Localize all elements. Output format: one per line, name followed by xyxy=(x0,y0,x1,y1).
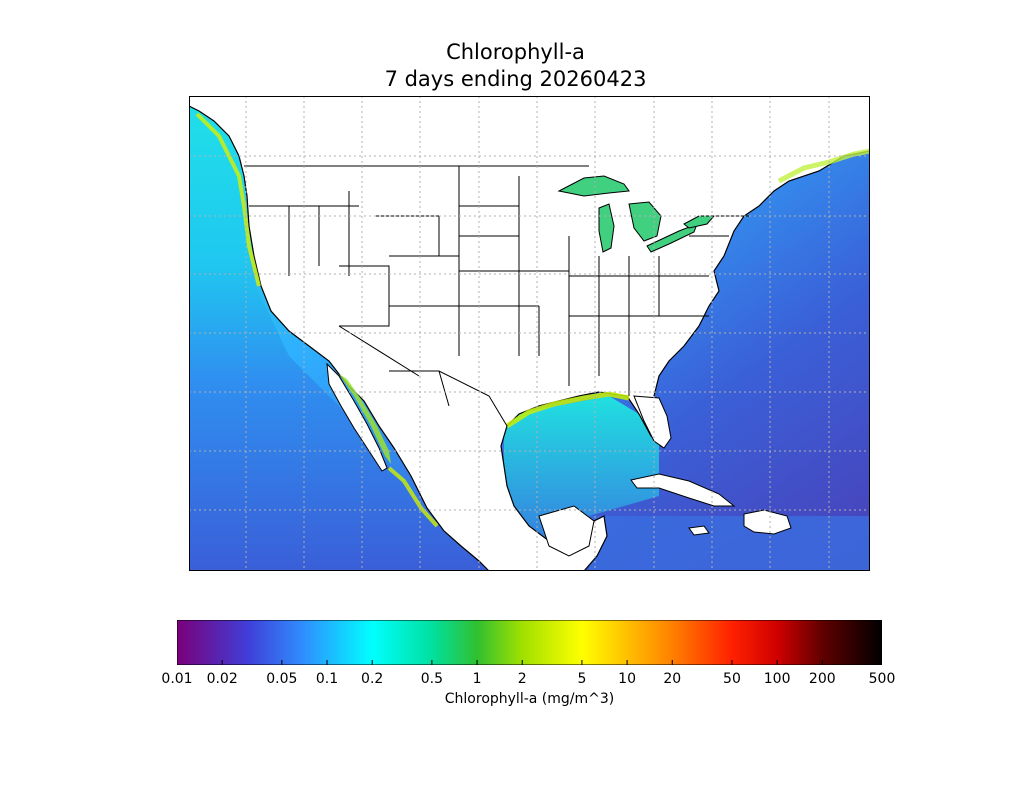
hispaniola-island xyxy=(743,509,792,535)
colorbar-tick-label: 200 xyxy=(808,671,836,687)
map-frame xyxy=(189,96,870,571)
colorbar-ticks xyxy=(177,660,882,665)
colorbar-tick-label: 500 xyxy=(868,671,896,687)
colorbar-label: Chlorophyll-a (mg/m^3) xyxy=(444,691,615,707)
colorbar xyxy=(177,620,882,665)
coastal-bloom-pacific xyxy=(195,112,261,287)
lake-superior xyxy=(557,175,630,197)
florida-peninsula xyxy=(633,395,672,449)
colorbar-tick-label: 0.01 xyxy=(161,671,193,687)
cuba-island xyxy=(630,473,736,507)
lake-ontario xyxy=(683,215,716,229)
lake-huron xyxy=(628,201,662,242)
colorbar-tick-label: 20 xyxy=(663,671,682,687)
colorbar-tick-label: 0.2 xyxy=(361,671,384,687)
colorbar-tick-label: 5 xyxy=(577,671,587,687)
jamaica-island xyxy=(688,525,710,536)
colorbar-tick-label: 2 xyxy=(517,671,527,687)
colorbar-tick-label: 1 xyxy=(472,671,482,687)
colorbar-gradient xyxy=(177,620,882,665)
chlorophyll-map xyxy=(189,96,870,571)
colorbar-tick-label: 0.5 xyxy=(420,671,444,687)
political-borders xyxy=(244,165,749,427)
caribbean-sea xyxy=(589,516,870,571)
yucatan-peninsula xyxy=(538,505,595,557)
coastal-bloom-gulf xyxy=(505,391,630,429)
pacific-ocean xyxy=(189,96,479,571)
map-title: Chlorophyll-a xyxy=(446,40,585,64)
colorbar-tick-label: 0.05 xyxy=(266,671,298,687)
colorbar-tick-label: 50 xyxy=(723,671,741,687)
lake-erie xyxy=(646,223,698,253)
colorbar-tick-label: 10 xyxy=(618,671,637,687)
baja-peninsula xyxy=(326,362,388,472)
graticule xyxy=(189,96,870,571)
colorbar-tick-label: 100 xyxy=(763,671,791,687)
coastal-bloom-mexico xyxy=(387,466,439,528)
gulf-of-california xyxy=(339,374,391,464)
colorbar-tick-label: 0.02 xyxy=(206,671,238,687)
map-subtitle: 7 days ending 20260423 xyxy=(384,67,647,91)
colorbar-tick-label: 0.1 xyxy=(315,671,339,687)
